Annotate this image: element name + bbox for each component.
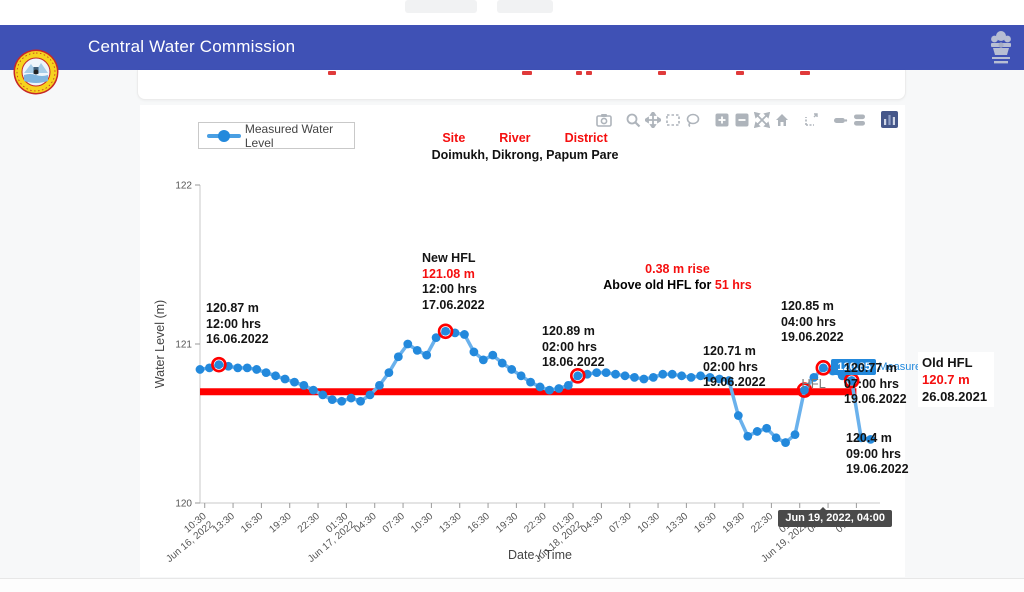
svg-text:16:30: 16:30: [239, 511, 266, 536]
svg-text:10:30: 10:30: [636, 511, 663, 536]
legend-label: Measured Water Level: [244, 121, 334, 150]
legend-line-marker-icon: [207, 129, 241, 142]
svg-text:Date / Time: Date / Time: [508, 548, 572, 562]
clipped-red-text: [576, 71, 582, 75]
page-title: Central Water Commission: [88, 37, 296, 56]
zoom-icon[interactable]: [625, 111, 642, 128]
zoom-out-icon[interactable]: [734, 111, 751, 128]
annotation-16jun: 120.87 m 12:00 hrs 16.06.2022: [206, 301, 269, 346]
svg-text:19:30: 19:30: [267, 511, 294, 536]
svg-text:10:30: 10:30: [409, 511, 436, 536]
x-axis-hover-tooltip: Jun 19, 2022, 04:00: [778, 507, 893, 527]
clipped-red-text: [328, 71, 336, 75]
clipped-red-text: [522, 71, 532, 75]
svg-text:04:30: 04:30: [579, 511, 606, 536]
clipped-red-text: [658, 71, 666, 75]
svg-text:07:30: 07:30: [607, 511, 634, 536]
svg-text:121: 121: [175, 340, 192, 351]
hfl-trace-label: HFL: [801, 375, 826, 391]
hover-value-tooltip: 120.85: [830, 358, 876, 375]
plotly-modebar: [585, 111, 899, 128]
svg-text:13:30: 13:30: [211, 511, 238, 536]
svg-text:22:30: 22:30: [749, 511, 776, 536]
svg-text:120: 120: [175, 499, 192, 510]
clipped-red-text: [736, 71, 744, 75]
svg-text:07:30: 07:30: [381, 511, 408, 536]
title-station: Doimukh, Dikrong, Papum Pare: [431, 148, 619, 162]
svg-text:22:30: 22:30: [522, 511, 549, 536]
autoscale-icon[interactable]: [754, 111, 771, 128]
reset-axes-icon[interactable]: [774, 111, 791, 128]
title-river: River: [499, 131, 531, 145]
svg-text:19:30: 19:30: [494, 511, 521, 536]
title-district: District: [564, 131, 608, 145]
app-header: Central Water Commission: [0, 25, 1024, 95]
cwc-logo-icon: [13, 49, 59, 95]
annotation-19jun-0900: 120.4 m 09:00 hrs 19.06.2022: [846, 431, 909, 476]
plotly-logo-icon[interactable]: [880, 111, 898, 128]
svg-text:22:30: 22:30: [296, 511, 323, 536]
annotation-19jun-0200: 120.71 m 02:00 hrs 19.06.2022: [703, 344, 766, 389]
clipped-red-text: [586, 71, 592, 75]
box-select-icon[interactable]: [665, 111, 682, 128]
browser-top-strip: [0, 0, 1024, 25]
clipped-toolbar-button[interactable]: [497, 0, 553, 13]
svg-text:13:30: 13:30: [437, 511, 464, 536]
water-level-chart: 120 121 122 Water Level (m) 10:30Jun 16, 202…: [140, 105, 959, 577]
camera-icon[interactable]: [596, 111, 613, 128]
page-bottom-strip: [0, 578, 1024, 592]
svg-text:10:30Jun 16, 2022: 10:30Jun 16, 2022: [157, 511, 216, 565]
svg-text:16:30: 16:30: [466, 511, 493, 536]
annotation-new-hfl: New HFL 121.08 m 12:00 hrs 17.06.2022: [422, 251, 485, 312]
clipped-header-card: [137, 70, 906, 100]
hover-closest-icon[interactable]: [832, 111, 849, 128]
annotation-old-hfl: Old HFL 120.7 m 26.08.2021: [918, 352, 994, 407]
chart-legend[interactable]: Measured Water Level: [198, 121, 355, 150]
zoom-in-icon[interactable]: [714, 111, 731, 128]
india-emblem-icon: [991, 31, 1011, 64]
svg-text:19:30: 19:30: [721, 511, 748, 536]
clipped-red-text: [800, 71, 810, 75]
annotation-18jun: 120.89 m 02:00 hrs 18.06.2022: [542, 324, 605, 369]
lasso-icon[interactable]: [685, 111, 702, 128]
hover-compare-icon[interactable]: [852, 111, 869, 128]
annotation-19jun-0700: 120.77 m 07:00 hrs 19.06.2022: [844, 361, 907, 406]
svg-text:13:30: 13:30: [664, 511, 691, 536]
annotation-19jun-0400: 120.85 m 04:00 hrs 19.06.2022: [781, 299, 844, 344]
pan-icon[interactable]: [645, 111, 662, 128]
svg-text:122: 122: [175, 181, 192, 192]
chart-title-block: Site River District Doimukh, Dikrong, Pa…: [360, 131, 690, 162]
svg-text:16:30: 16:30: [692, 511, 719, 536]
svg-text:Water Level (m): Water Level (m): [153, 300, 167, 388]
toggle-spikelines-icon[interactable]: [803, 111, 820, 128]
svg-text:04:30: 04:30: [352, 511, 379, 536]
clipped-toolbar-button[interactable]: [405, 0, 477, 13]
title-site: Site: [442, 131, 466, 145]
annotation-rise: 0.38 m rise Above old HFL for 51 hrs: [603, 262, 752, 292]
